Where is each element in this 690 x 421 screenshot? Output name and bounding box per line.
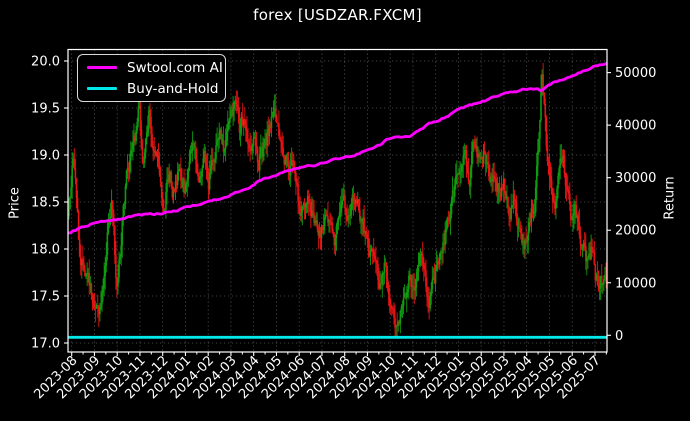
price-tick-label: 18.0 [31, 243, 60, 258]
grid-layer [68, 49, 607, 352]
legend-label-ai: Swtool.com AI [127, 59, 223, 76]
ai-line-layer [67, 62, 608, 235]
price-tick-label: 19.5 [31, 102, 60, 117]
return-tick-label: 20000 [615, 224, 656, 239]
return-tick-label: 0 [615, 329, 623, 344]
tick-layer: 17.0 17.5 18.0 18.5 19.0 19.5 20.0 0 10000 20000 3… [31, 55, 656, 403]
price-tick-label: 17.0 [31, 337, 60, 352]
legend-item-buyhold: Buy-and-Hold [87, 80, 219, 97]
price-tick-label: 19.0 [31, 149, 60, 164]
price-tick-label: 20.0 [31, 55, 60, 70]
return-tick-label: 50000 [615, 66, 656, 81]
right-axis-label: Return [662, 176, 678, 220]
left-axis-label: Price [7, 187, 23, 219]
return-tick-label: 40000 [615, 119, 656, 134]
candles-layer [68, 63, 607, 339]
price-tick-label: 17.5 [31, 290, 60, 305]
return-tick-label: 30000 [615, 171, 656, 186]
chart-title: forex [USDZAR.FXCM] [253, 6, 422, 24]
price-tick-label: 18.5 [31, 196, 60, 211]
legend: Swtool.com AI Buy-and-Hold [77, 54, 226, 102]
legend-item-ai: Swtool.com AI [87, 60, 223, 76]
ai-line-swatch [87, 65, 117, 70]
return-tick-label: 10000 [615, 276, 656, 291]
legend-label-buyhold: Buy-and-Hold [127, 80, 219, 97]
axes-layer [67, 48, 608, 353]
buyhold-line-swatch [87, 86, 117, 91]
